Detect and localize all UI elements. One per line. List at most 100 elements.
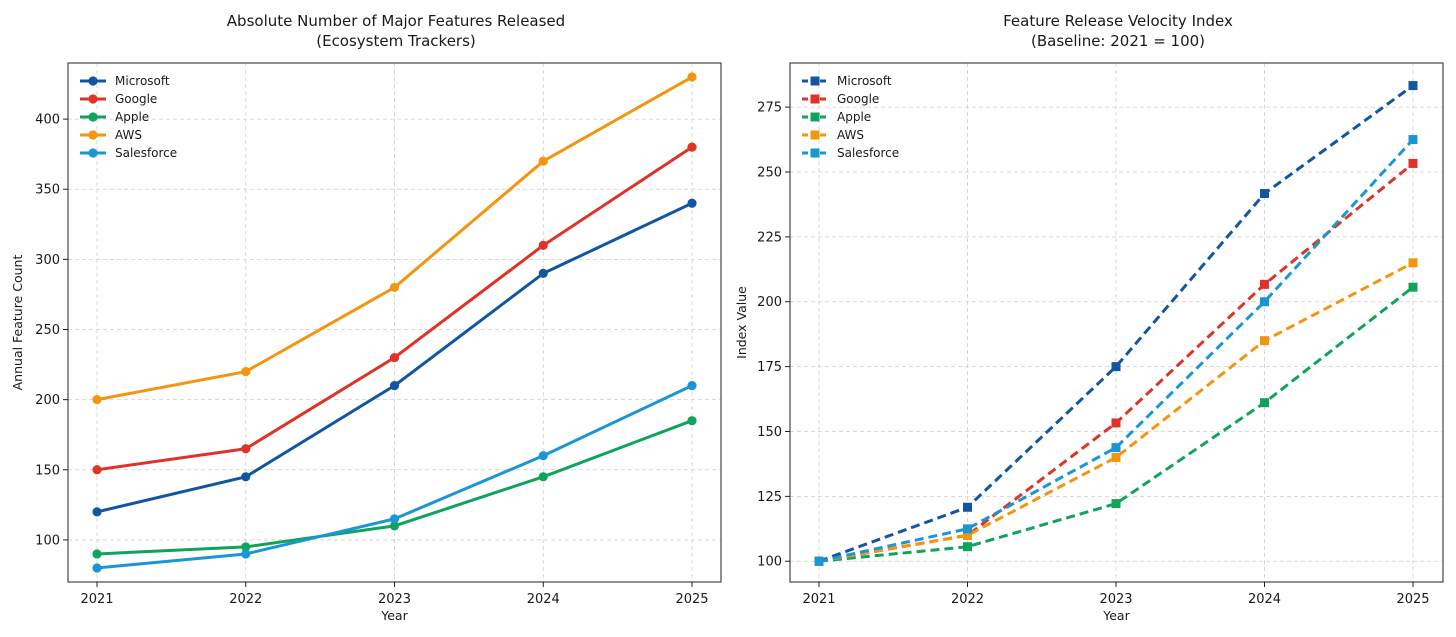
chart-title: Absolute Number of Major Features Releas… (227, 12, 565, 30)
legend-label-apple: Apple (115, 110, 149, 124)
legend-marker-aws (810, 130, 820, 140)
x-tick-label: 2022 (951, 592, 984, 607)
y-tick-label: 175 (757, 360, 782, 375)
data-point-microsoft (538, 268, 548, 279)
legend-marker-salesforce (88, 148, 98, 158)
data-point-apple (538, 472, 548, 482)
data-point-microsoft (687, 198, 697, 208)
legend-label-aws: AWS (837, 128, 864, 142)
series-microsoft (92, 198, 697, 517)
x-tick-label: 2021 (80, 592, 113, 607)
x-tick-label: 2022 (229, 592, 262, 607)
data-point-apple (963, 542, 972, 552)
legend-marker-google (810, 94, 820, 104)
data-point-salesforce (1408, 135, 1418, 145)
data-point-microsoft (1260, 189, 1269, 199)
y-tick-label: 225 (757, 230, 782, 245)
y-axis-label: Index Value (734, 286, 749, 359)
series-aws (92, 72, 697, 405)
legend-label-salesforce: Salesforce (837, 146, 899, 160)
y-tick-label: 275 (757, 101, 782, 116)
data-point-aws (1111, 452, 1121, 462)
feature-count-chart: Absolute Number of Major Features Releas… (10, 12, 722, 623)
data-point-apple (389, 521, 400, 531)
legend-marker-microsoft (88, 76, 98, 86)
legend-label-microsoft: Microsoft (115, 74, 170, 88)
data-point-apple (687, 416, 697, 426)
y-tick-label: 400 (35, 113, 60, 128)
y-tick-label: 250 (35, 323, 60, 338)
chart-subtitle: (Ecosystem Trackers) (316, 32, 476, 50)
series-google (92, 142, 697, 475)
data-point-google (538, 240, 548, 250)
data-point-salesforce (687, 381, 697, 391)
x-tick-label: 2024 (1248, 592, 1281, 607)
data-point-google (92, 465, 102, 475)
data-point-salesforce (389, 514, 400, 524)
legend-label-microsoft: Microsoft (837, 74, 892, 88)
data-point-microsoft (92, 507, 102, 517)
data-point-aws (1408, 258, 1418, 268)
data-point-google (389, 352, 400, 363)
data-point-aws (538, 156, 548, 166)
x-tick-label: 2025 (1396, 592, 1429, 607)
legend-label-google: Google (115, 92, 157, 106)
y-tick-label: 200 (35, 393, 60, 408)
data-point-salesforce (814, 556, 824, 566)
data-point-apple (92, 549, 102, 559)
x-tick-label: 2023 (1099, 592, 1132, 607)
velocity-index-chart: Feature Release Velocity Index (Baseline:… (734, 12, 1444, 623)
data-point-aws (241, 366, 251, 377)
legend-label-aws: AWS (115, 128, 142, 142)
legend-marker-salesforce (810, 148, 820, 158)
y-tick-label: 125 (757, 490, 782, 505)
data-point-aws (963, 530, 972, 540)
data-point-microsoft (1408, 81, 1418, 91)
y-tick-label: 350 (35, 183, 60, 198)
y-tick-label: 250 (757, 165, 782, 180)
data-point-apple (241, 542, 251, 552)
data-point-microsoft (963, 502, 972, 512)
data-point-google (1408, 158, 1418, 168)
data-point-apple (1408, 282, 1418, 292)
data-point-aws (92, 395, 102, 405)
data-point-salesforce (1111, 443, 1121, 453)
legend-label-apple: Apple (837, 110, 871, 124)
series-salesforce (92, 381, 697, 573)
data-point-salesforce (538, 451, 548, 461)
y-axis-label: Annual Feature Count (10, 255, 25, 391)
data-point-microsoft (389, 381, 400, 391)
y-tick-label: 100 (757, 555, 782, 570)
x-tick-label: 2023 (378, 592, 411, 607)
grid-lines (790, 63, 1443, 582)
data-point-aws (687, 72, 697, 82)
data-point-aws (1260, 336, 1269, 346)
data-point-google (241, 444, 251, 454)
legend-marker-apple (810, 112, 820, 122)
chart-title: Feature Release Velocity Index (1003, 12, 1233, 30)
series-salesforce (814, 135, 1418, 566)
data-point-salesforce (1260, 297, 1269, 307)
data-point-google (1260, 279, 1269, 289)
y-tick-label: 150 (35, 463, 60, 478)
x-tick-label: 2025 (675, 592, 708, 607)
legend-marker-aws (88, 130, 98, 140)
legend: Microsoft Google Apple AWS Salesforce (80, 74, 177, 160)
data-point-google (687, 142, 697, 152)
legend-label-google: Google (837, 92, 879, 106)
y-tick-label: 300 (35, 253, 60, 268)
data-point-apple (1260, 398, 1269, 408)
y-tick-label: 100 (35, 533, 60, 548)
data-point-google (1111, 418, 1121, 428)
x-axis-label: Year (380, 608, 408, 623)
data-point-microsoft (241, 472, 251, 482)
data-point-apple (1111, 499, 1121, 509)
x-tick-label: 2021 (802, 592, 835, 607)
x-axis-label: Year (1102, 608, 1130, 623)
series-line-microsoft (818, 84, 1414, 563)
data-point-salesforce (241, 549, 251, 559)
data-point-salesforce (963, 524, 972, 534)
legend-marker-microsoft (810, 76, 820, 86)
legend-label-salesforce: Salesforce (115, 146, 177, 160)
